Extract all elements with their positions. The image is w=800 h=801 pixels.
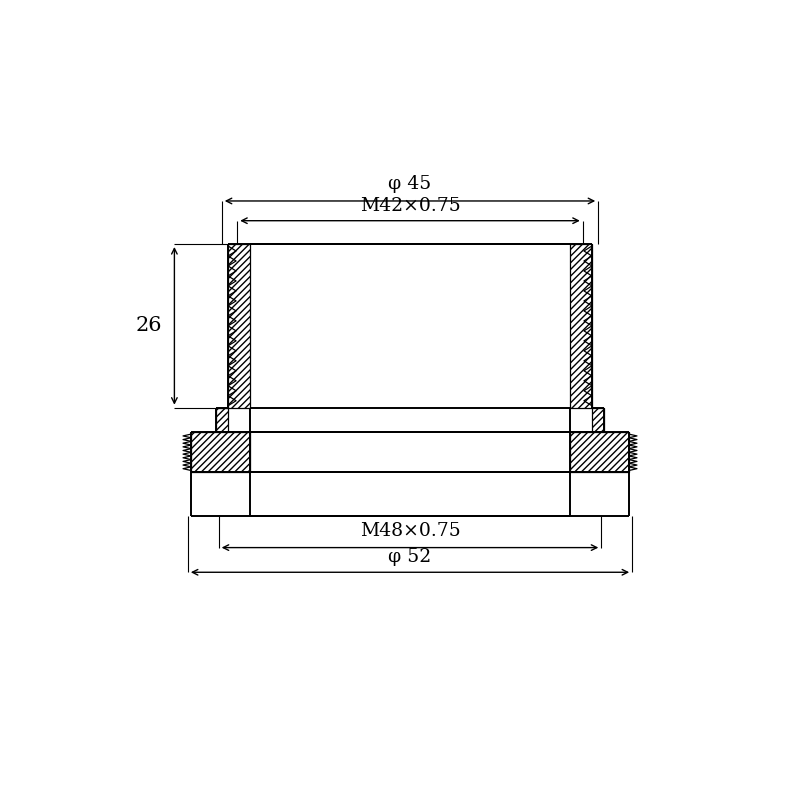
Bar <box>216 408 228 433</box>
Text: M48×0.75: M48×0.75 <box>360 522 460 540</box>
Bar <box>228 244 250 408</box>
Text: M42×0.75: M42×0.75 <box>360 196 460 215</box>
Text: 26: 26 <box>135 316 162 336</box>
Text: φ 52: φ 52 <box>388 548 432 566</box>
Bar <box>592 408 604 433</box>
Bar <box>570 244 592 408</box>
Text: φ 45: φ 45 <box>388 175 432 193</box>
Bar <box>570 433 629 473</box>
Bar <box>191 433 250 473</box>
